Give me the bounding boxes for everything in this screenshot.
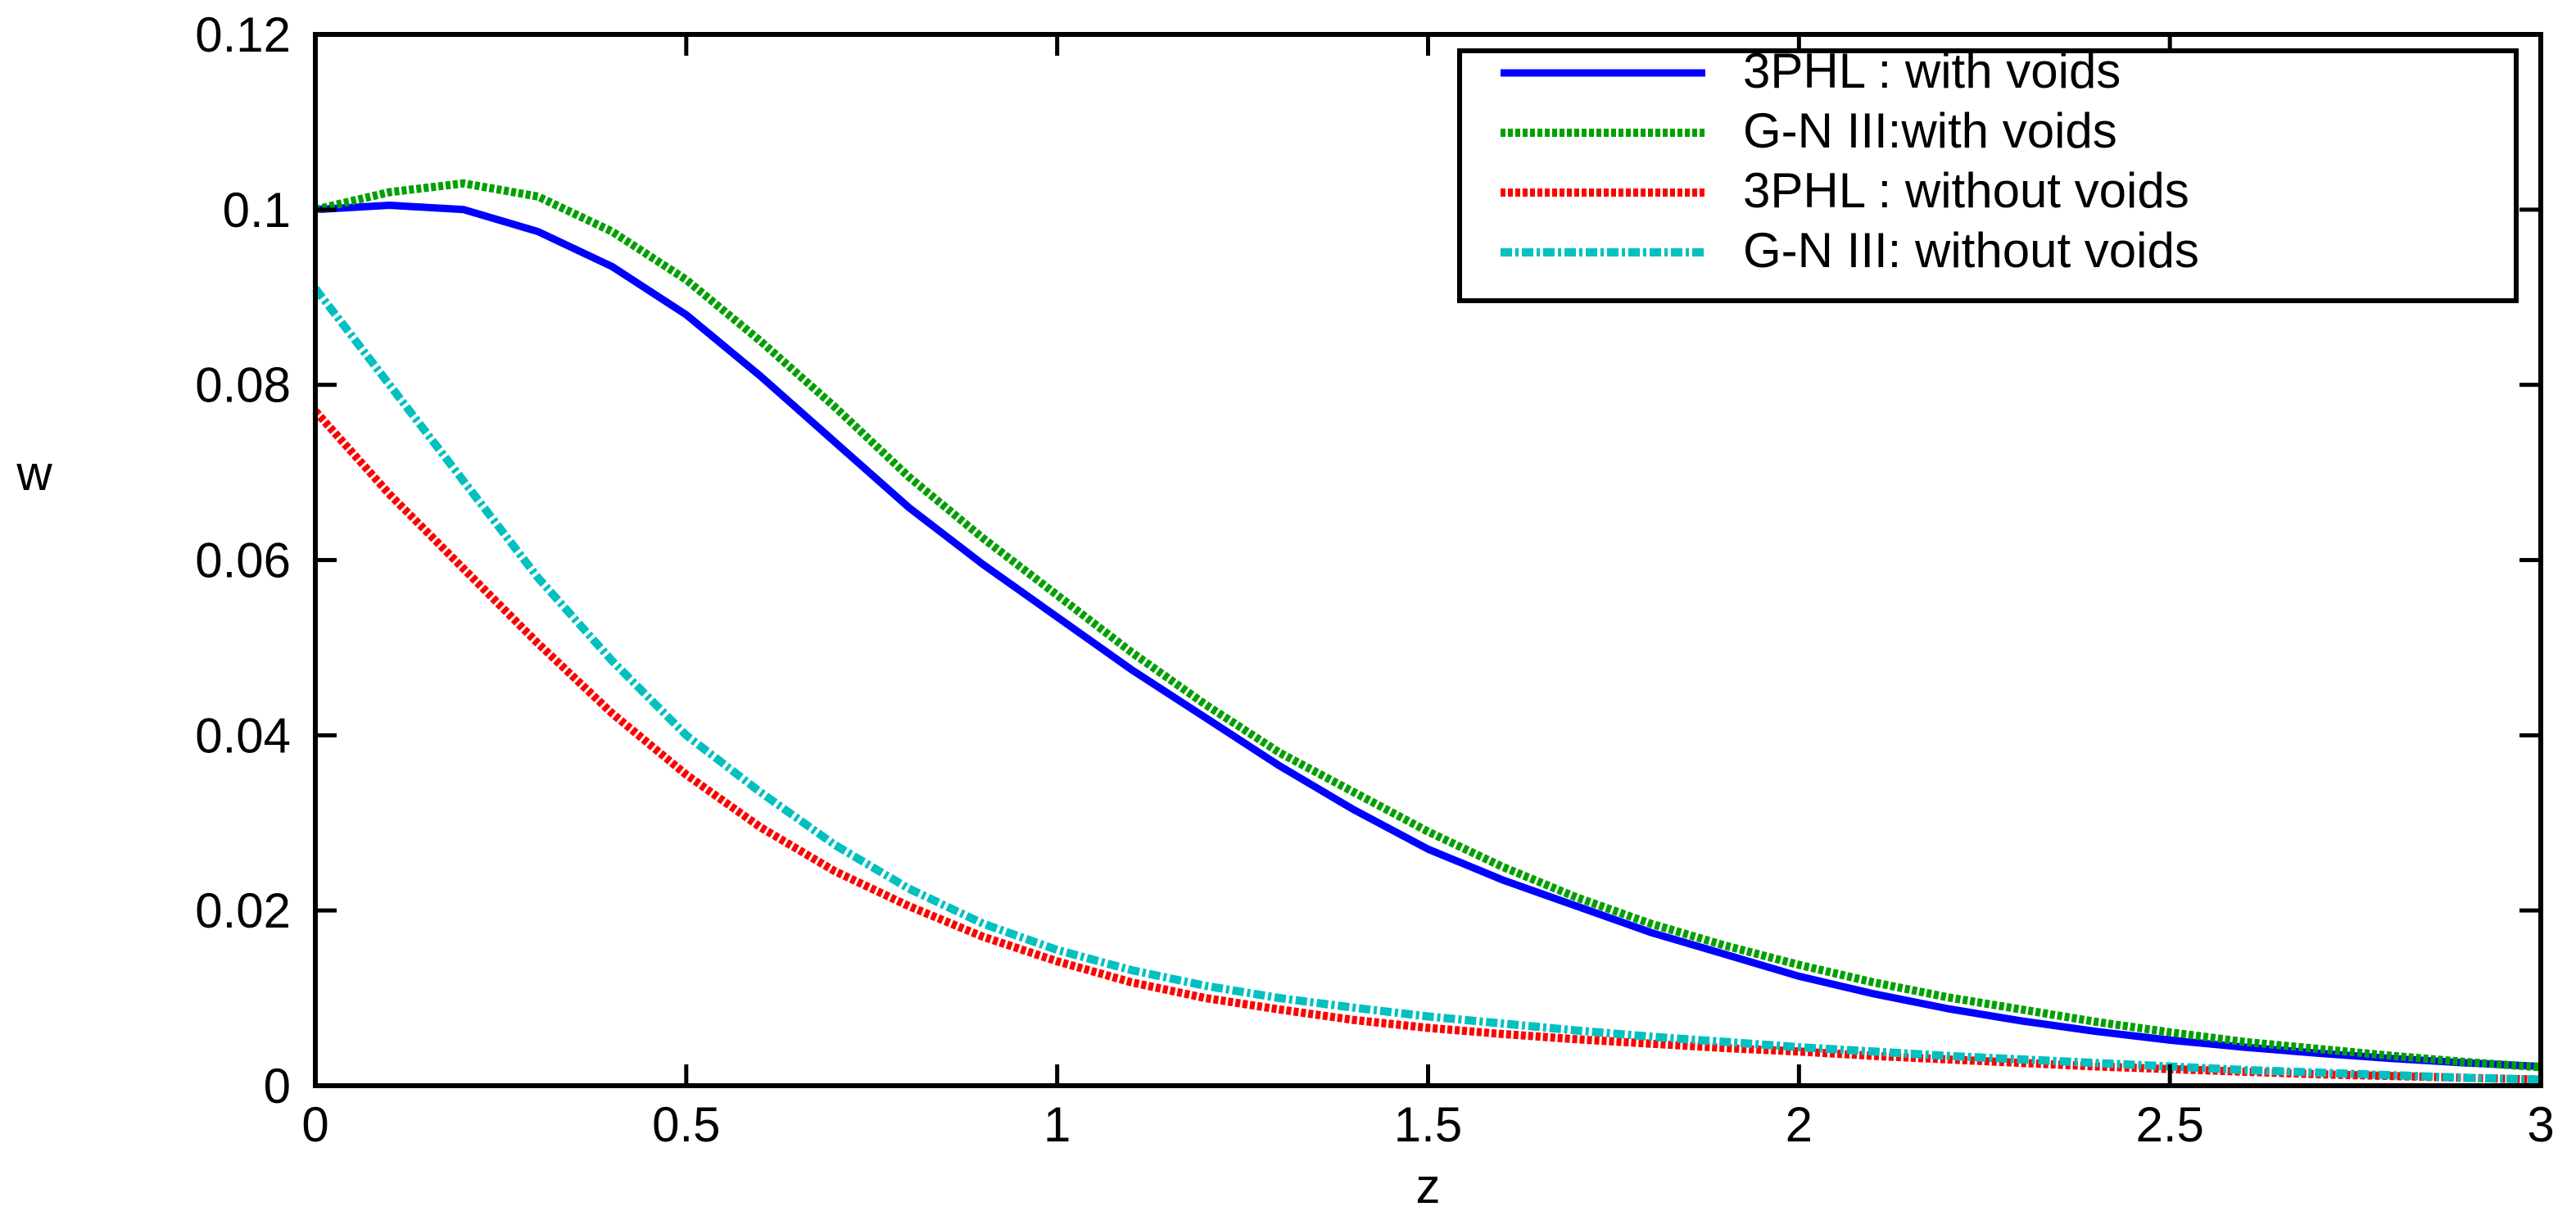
legend-label-3: 3PHL : without voids — [1743, 163, 2189, 218]
y-tick-label: 0 — [264, 1059, 291, 1114]
x-tick-label: 2 — [1786, 1097, 1813, 1152]
ticks-layer: 0 0.5 1 1.5 2 2.5 3 0 0.02 0.04 0.06 0.08 0.1 0.12 — [195, 7, 2554, 1152]
y-tick-label: 0.12 — [195, 7, 291, 62]
legend-label-1: 3PHL : with voids — [1743, 43, 2121, 98]
x-tick-label: 1 — [1044, 1097, 1071, 1152]
y-axis-label: w — [16, 446, 52, 501]
legend-label-2: G-N III:with voids — [1743, 103, 2117, 158]
series-line-1 — [315, 202, 2542, 1070]
series-line-3 — [312, 408, 2542, 1084]
legend-box — [1457, 48, 2519, 303]
x-tick-label: 0 — [301, 1097, 328, 1152]
y-tick-label: 0.02 — [195, 883, 291, 938]
y-tick-label: 0.08 — [195, 358, 291, 413]
legend-label-4: G-N III: without voids — [1743, 223, 2199, 278]
x-tick-label: 3 — [2527, 1097, 2554, 1152]
y-tick-label: 0.06 — [195, 533, 291, 588]
x-tick-label: 1.5 — [1394, 1097, 1462, 1152]
series-layer — [312, 179, 2542, 1084]
x-axis-label: z — [1416, 1159, 1441, 1214]
x-tick-label: 2.5 — [2135, 1097, 2203, 1152]
y-tick-label: 0.04 — [195, 708, 291, 763]
y-tick-label: 0.1 — [223, 183, 291, 238]
series-line-2 — [314, 179, 2542, 1072]
series-line-4 — [312, 286, 2542, 1084]
x-tick-label: 0.5 — [652, 1097, 720, 1152]
